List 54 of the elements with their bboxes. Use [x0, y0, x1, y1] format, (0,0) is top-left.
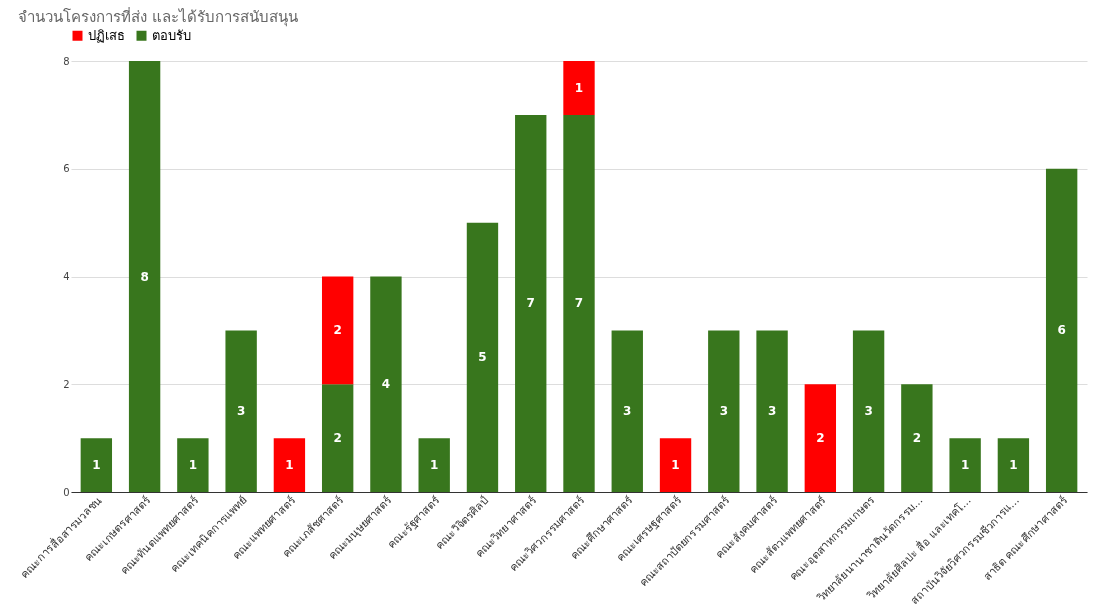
data-label: 7 [574, 296, 584, 311]
bar [659, 438, 692, 492]
data-label: 1 [430, 458, 439, 473]
data-label: 5 [478, 350, 487, 365]
data-label: 4 [381, 377, 391, 392]
bar [418, 438, 450, 492]
data-label: 2 [816, 431, 825, 446]
bar [177, 438, 209, 492]
data-label: 1 [92, 458, 101, 473]
data-label: 3 [236, 404, 246, 419]
bar [949, 438, 981, 492]
data-label: 1 [671, 458, 680, 473]
bar [273, 438, 306, 492]
data-label: 1 [285, 458, 294, 473]
bar [370, 276, 402, 492]
bar [804, 384, 837, 492]
legend-label: ตอบรับ [152, 27, 191, 43]
data-label: 3 [864, 404, 873, 419]
data-label: 7 [526, 296, 535, 311]
chart-title: จำนวนโครงการที่ส่ง และได้รับการสนับสนุน [18, 6, 298, 27]
bar [708, 330, 740, 492]
data-label: 3 [767, 404, 777, 419]
data-label: 1 [188, 458, 198, 473]
bar [756, 330, 788, 492]
data-label: 2 [912, 431, 922, 446]
data-label: 6 [1057, 323, 1066, 338]
bar [515, 114, 547, 492]
y-tick-label: 2 [63, 378, 70, 390]
data-label: 3 [623, 404, 632, 419]
bar [563, 61, 595, 115]
bar [997, 438, 1030, 492]
data-label: 2 [333, 431, 342, 446]
bar [466, 222, 499, 492]
data-label: 8 [140, 269, 149, 284]
bar [901, 384, 933, 492]
data-label: 1 [1009, 458, 1018, 473]
bar [1045, 168, 1078, 492]
y-tick-label: 6 [63, 163, 70, 175]
legend-label: ปฏิเสธ [88, 27, 125, 43]
bar [80, 438, 113, 492]
bar [225, 330, 257, 492]
bar [563, 114, 595, 492]
bar [321, 384, 354, 492]
bar [321, 276, 354, 385]
y-tick-label: 4 [63, 271, 70, 282]
data-label: 2 [333, 323, 342, 338]
bar [128, 61, 161, 492]
data-label: 1 [960, 458, 970, 473]
bar [852, 330, 885, 492]
y-tick-label: 8 [63, 55, 70, 67]
data-label: 3 [719, 404, 728, 419]
data-label: 1 [574, 80, 584, 95]
y-tick-label: 0 [63, 486, 70, 498]
bar [611, 330, 643, 492]
